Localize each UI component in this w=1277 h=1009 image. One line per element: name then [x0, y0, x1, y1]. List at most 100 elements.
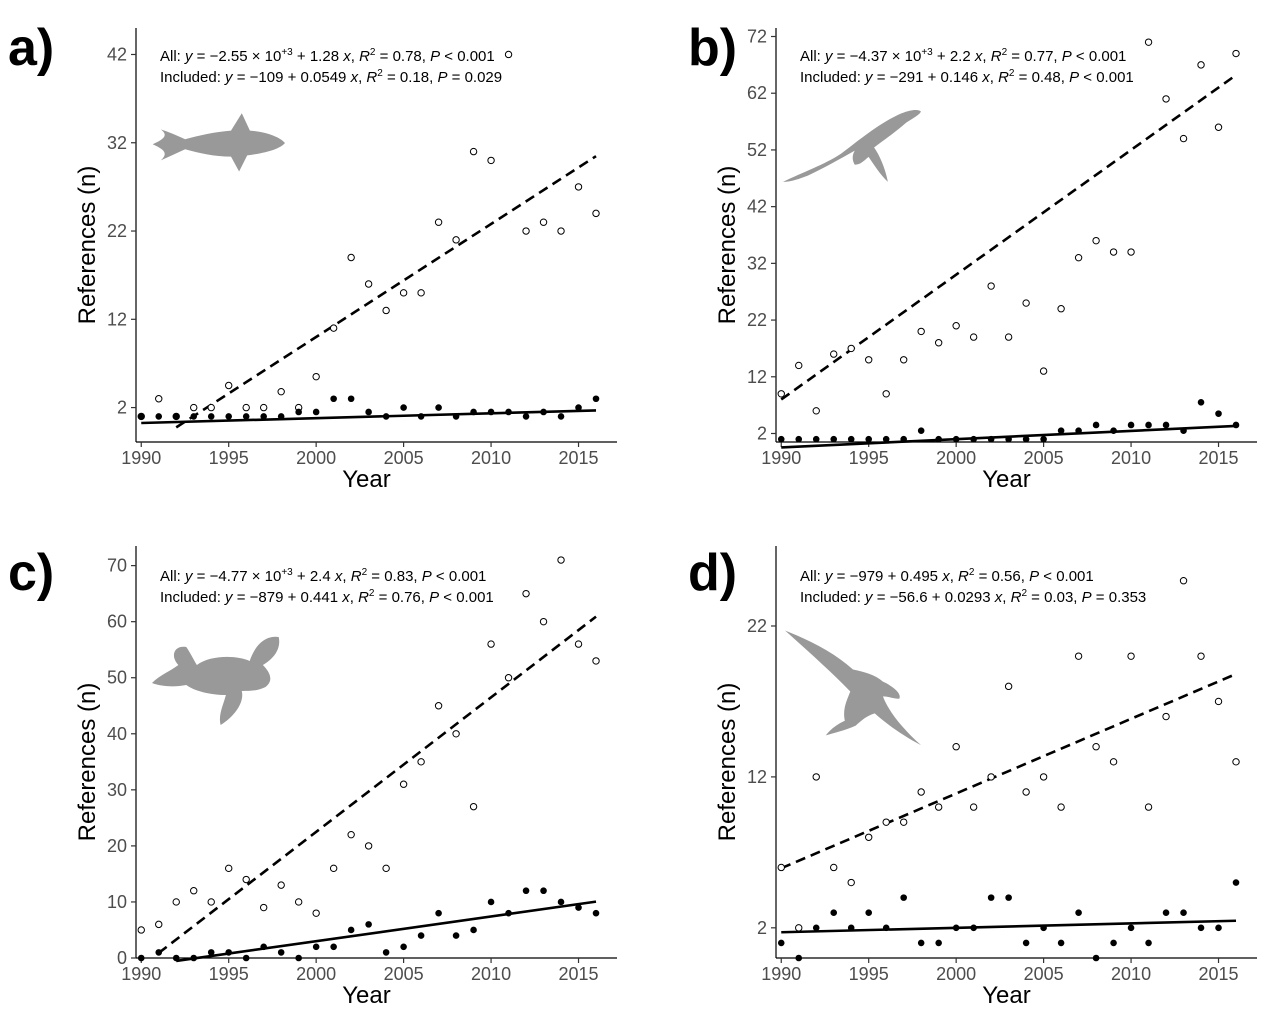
point-all — [312, 909, 320, 917]
x-tick-label: 1995 — [209, 964, 249, 984]
point-included — [487, 408, 495, 416]
y-tick-label: 22 — [747, 616, 767, 636]
point-all — [399, 780, 408, 788]
albatross-icon — [785, 630, 921, 746]
point-all — [452, 730, 460, 738]
point-included — [190, 413, 198, 420]
point-all — [1057, 305, 1065, 313]
point-included — [505, 909, 512, 917]
point-all — [155, 920, 163, 929]
point-included — [242, 413, 250, 420]
point-included — [1040, 435, 1047, 443]
point-included — [1197, 924, 1205, 932]
point-included — [540, 887, 547, 895]
y-tick-label: 40 — [107, 724, 127, 744]
x-tick-label: 2000 — [296, 964, 336, 984]
x-axis-title: Year — [982, 466, 1031, 493]
point-included — [847, 435, 855, 443]
point-all — [557, 227, 565, 235]
point-all — [1074, 253, 1083, 262]
y-tick-label: 2 — [757, 918, 767, 938]
point-all — [539, 218, 548, 226]
point-included — [295, 408, 302, 416]
fit-line-all — [157, 615, 597, 954]
point-all — [522, 589, 530, 598]
point-included — [207, 949, 215, 956]
point-included — [172, 413, 180, 420]
point-included — [1180, 427, 1187, 434]
point-included — [575, 404, 582, 411]
point-included — [1022, 435, 1030, 443]
point-all — [347, 253, 355, 262]
point-all — [1004, 682, 1013, 691]
fit-line-included — [141, 409, 597, 425]
point-included — [295, 954, 302, 962]
y-tick-label: 70 — [107, 556, 127, 576]
point-all — [1109, 758, 1118, 766]
point-included — [137, 413, 145, 420]
panel-label: a) — [8, 19, 54, 77]
point-included — [882, 924, 890, 932]
x-tick-label: 2005 — [1024, 964, 1064, 984]
point-included — [312, 943, 320, 951]
x-axis-title: Year — [982, 982, 1031, 1009]
point-all — [539, 617, 548, 626]
point-all — [865, 356, 873, 364]
point-all — [259, 403, 268, 412]
point-included — [522, 887, 530, 895]
point-all — [364, 842, 373, 850]
point-included — [865, 435, 873, 443]
point-included — [1110, 939, 1117, 947]
point-all — [382, 864, 390, 873]
point-included — [365, 921, 372, 928]
point-included — [1005, 435, 1012, 443]
y-tick-label: 32 — [747, 253, 767, 273]
point-included — [1110, 427, 1117, 434]
panel-label: d) — [688, 544, 737, 602]
point-included — [1215, 410, 1222, 417]
point-all — [574, 640, 583, 648]
point-all — [522, 227, 530, 235]
point-all — [899, 356, 908, 364]
y-tick-label: 62 — [747, 83, 767, 103]
point-included — [417, 413, 425, 420]
y-tick-label: 12 — [747, 367, 767, 387]
x-tick-label: 2000 — [296, 448, 336, 468]
point-included — [1180, 909, 1187, 917]
point-included — [812, 924, 820, 932]
point-all — [172, 898, 180, 906]
point-all — [592, 209, 600, 218]
point-included — [575, 904, 582, 911]
point-all — [294, 898, 303, 906]
point-included — [917, 427, 925, 434]
panel-label: b) — [688, 19, 737, 77]
point-included — [487, 898, 495, 906]
point-included — [1092, 421, 1100, 429]
point-included — [1040, 924, 1047, 932]
point-all — [1232, 758, 1240, 766]
panel-c: c) 1990 1995 2000 2005 2010 2015 0 10 20 30 40 50 60 7… — [8, 544, 617, 1009]
point-included — [1075, 909, 1082, 917]
point-all — [865, 833, 873, 841]
point-included — [1075, 427, 1082, 434]
point-included — [777, 939, 785, 947]
point-included — [970, 435, 977, 443]
point-all — [417, 289, 425, 297]
point-all — [487, 640, 495, 648]
x-axis-title: Year — [342, 466, 391, 493]
point-all — [225, 864, 233, 873]
y-axis-title: References (n) — [714, 683, 741, 842]
point-all — [1179, 577, 1188, 585]
point-included — [470, 408, 477, 416]
point-all — [242, 403, 250, 412]
point-included — [260, 943, 267, 951]
y-tick-label: 22 — [107, 221, 127, 241]
point-included — [452, 932, 460, 939]
tuna-icon — [152, 113, 285, 172]
point-all — [190, 403, 198, 412]
point-all — [987, 773, 995, 781]
point-included — [400, 404, 407, 411]
point-included — [312, 408, 320, 416]
point-all — [987, 282, 995, 290]
point-included — [812, 435, 820, 443]
